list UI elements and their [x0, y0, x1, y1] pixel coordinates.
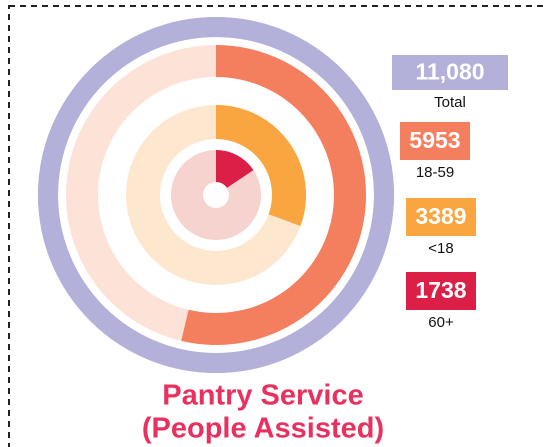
- legend-box: [406, 198, 476, 236]
- legend-label: 60+: [428, 314, 454, 331]
- rings: [38, 17, 394, 373]
- value-label: 3389: [415, 203, 466, 229]
- legend: 11,080 Total 5953 18-59 3389 <18 1738 60+: [392, 55, 508, 331]
- chart-title: Pantry Service: [162, 380, 364, 412]
- ring-bar: [216, 105, 306, 226]
- legend-box: [392, 55, 508, 90]
- ring-bar: [216, 150, 254, 188]
- value-label: 5953: [409, 127, 460, 153]
- frame: [8, 5, 548, 447]
- legend-label: 18-59: [416, 164, 454, 181]
- legend-label: <18: [428, 240, 453, 257]
- value-label: 1738: [415, 277, 466, 303]
- value-label: 11,080: [415, 59, 484, 85]
- legend-box: [400, 122, 470, 160]
- ring-bar: [181, 45, 366, 345]
- chart-title: (People Assisted): [142, 413, 384, 445]
- legend-label: Total: [434, 94, 466, 111]
- legend-box: [406, 272, 476, 310]
